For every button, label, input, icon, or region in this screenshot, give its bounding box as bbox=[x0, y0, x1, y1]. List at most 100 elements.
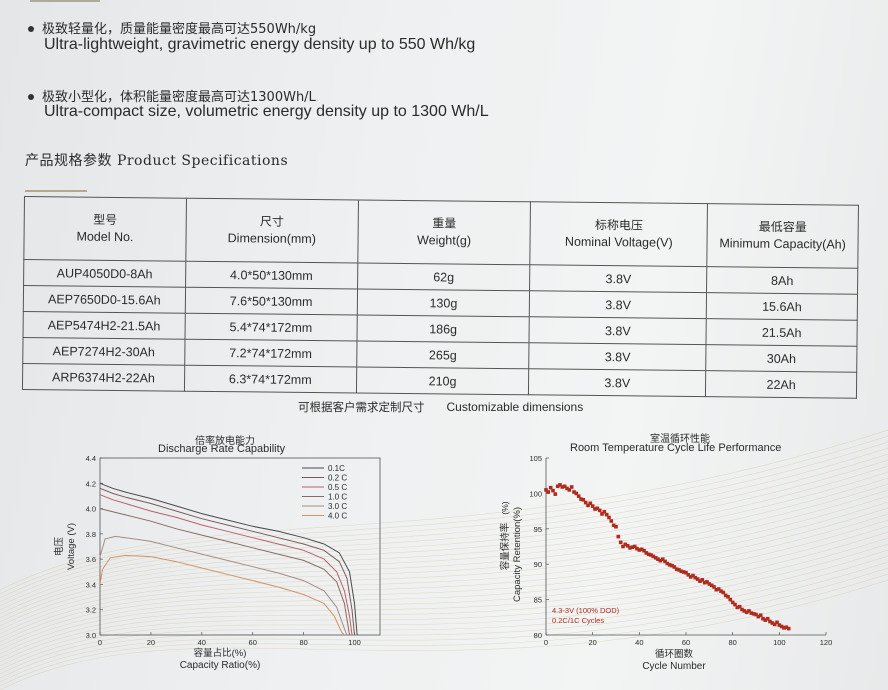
data-point bbox=[779, 624, 784, 629]
y-tick-label: 4.2 bbox=[86, 479, 96, 488]
x-tick-label: 40 bbox=[198, 638, 206, 647]
data-point bbox=[618, 540, 623, 545]
data-point bbox=[758, 613, 763, 617]
data-point bbox=[728, 597, 733, 602]
x-tick-label: 0 bbox=[544, 638, 548, 647]
data-point bbox=[761, 616, 765, 621]
data-point bbox=[730, 600, 735, 605]
data-point bbox=[672, 565, 677, 569]
data-point bbox=[660, 557, 665, 561]
data-point bbox=[630, 545, 635, 549]
y-axis-label: Voltage (V) bbox=[66, 523, 77, 570]
header-dimension: 尺寸 Dimension(mm) bbox=[185, 198, 359, 263]
wave-line bbox=[0, 447, 888, 603]
annotation-condition: 4.3-3V (100% DOD) bbox=[552, 606, 620, 615]
legend-label: 4.0 C bbox=[328, 512, 347, 521]
cell-model: AEP5474H2-21.5Ah bbox=[23, 311, 186, 340]
data-point bbox=[691, 573, 695, 578]
series-line-0.2C bbox=[99, 487, 355, 636]
data-point bbox=[611, 523, 616, 528]
data-point bbox=[679, 569, 684, 574]
cell-dimension: 7.2*74*172mm bbox=[184, 339, 357, 367]
data-point bbox=[586, 503, 590, 508]
data-point bbox=[716, 587, 721, 591]
data-point bbox=[623, 542, 628, 547]
wave-line bbox=[0, 489, 888, 631]
data-point bbox=[737, 604, 742, 609]
wave-line bbox=[0, 441, 888, 599]
data-point bbox=[763, 618, 768, 622]
data-point bbox=[740, 607, 744, 612]
legend-label: 3.0 C bbox=[328, 502, 347, 511]
data-point bbox=[604, 512, 609, 517]
data-point bbox=[628, 546, 632, 550]
data-point bbox=[602, 510, 607, 514]
x-axis-label: Cycle Number bbox=[642, 661, 706, 672]
data-point bbox=[714, 587, 719, 592]
wave-line bbox=[0, 471, 888, 619]
data-point bbox=[616, 534, 621, 539]
discharge-chart-title-zh: 倍率放电能力 bbox=[195, 436, 255, 447]
data-point bbox=[775, 620, 779, 625]
data-point bbox=[684, 570, 688, 575]
y-axis-label-zh: 容量保持率 bbox=[499, 522, 511, 570]
data-point bbox=[551, 488, 555, 493]
data-point bbox=[625, 544, 630, 548]
wave-line bbox=[0, 495, 888, 635]
data-point bbox=[674, 567, 679, 571]
wave-line bbox=[0, 477, 888, 623]
data-point bbox=[754, 612, 758, 617]
wave-line bbox=[0, 429, 888, 591]
x-tick-label: 120 bbox=[820, 638, 833, 647]
data-point bbox=[642, 548, 646, 553]
header-model: 型号 Model No. bbox=[23, 196, 187, 262]
cell-capacity: 22Ah bbox=[705, 370, 857, 399]
cell-model: AEP7650D0-15.6Ah bbox=[23, 285, 186, 314]
wave-line bbox=[0, 555, 888, 675]
wave-line bbox=[0, 483, 888, 627]
data-point bbox=[702, 580, 707, 585]
y-tick-label: 3.4 bbox=[86, 580, 96, 589]
header-weight: 重量 Weight(g) bbox=[357, 199, 531, 265]
data-point bbox=[600, 512, 604, 516]
data-point bbox=[579, 497, 583, 501]
data-point bbox=[637, 548, 642, 552]
wave-line bbox=[0, 519, 888, 651]
y-tick-label: 95 bbox=[534, 525, 542, 534]
data-point bbox=[735, 605, 740, 610]
data-point bbox=[777, 623, 782, 627]
cell-voltage: 3.8V bbox=[528, 368, 706, 397]
wave-line bbox=[0, 507, 888, 643]
data-point bbox=[588, 501, 593, 506]
cell-dimension: 5.4*74*172mm bbox=[184, 313, 357, 341]
x-tick-label: 80 bbox=[299, 638, 307, 647]
data-point bbox=[558, 483, 562, 487]
cell-capacity: 15.6Ah bbox=[706, 292, 858, 321]
feature-bullet-2-zh: 极致小型化，体积能量密度最高可达1300Wh/L bbox=[28, 86, 316, 105]
data-point bbox=[765, 616, 770, 621]
data-point bbox=[548, 485, 553, 490]
discharge-chart-title-en: Discharge Rate Capability bbox=[158, 443, 286, 455]
top-accent-line bbox=[30, 0, 100, 2]
data-point bbox=[614, 524, 618, 529]
data-point bbox=[595, 506, 600, 511]
spec-section-title: 产品规格参数 Product Specifications bbox=[25, 153, 289, 169]
data-point bbox=[698, 579, 702, 583]
data-point bbox=[721, 590, 726, 595]
cell-model: AEP7274H2-30Ah bbox=[22, 337, 185, 366]
series-line-0.5C bbox=[99, 494, 353, 636]
data-point bbox=[786, 626, 791, 631]
cell-voltage: 3.8V bbox=[529, 290, 707, 319]
data-point bbox=[593, 507, 597, 511]
x-tick-label: 60 bbox=[249, 638, 257, 647]
data-point bbox=[749, 611, 754, 615]
data-point bbox=[597, 508, 602, 513]
data-point bbox=[742, 609, 747, 613]
data-point bbox=[784, 625, 789, 629]
data-point bbox=[712, 585, 716, 589]
data-point bbox=[607, 515, 611, 520]
data-point bbox=[709, 583, 714, 588]
data-point bbox=[770, 621, 775, 625]
wave-line bbox=[0, 435, 888, 595]
cell-model: AUP4050D0-8Ah bbox=[23, 259, 186, 288]
